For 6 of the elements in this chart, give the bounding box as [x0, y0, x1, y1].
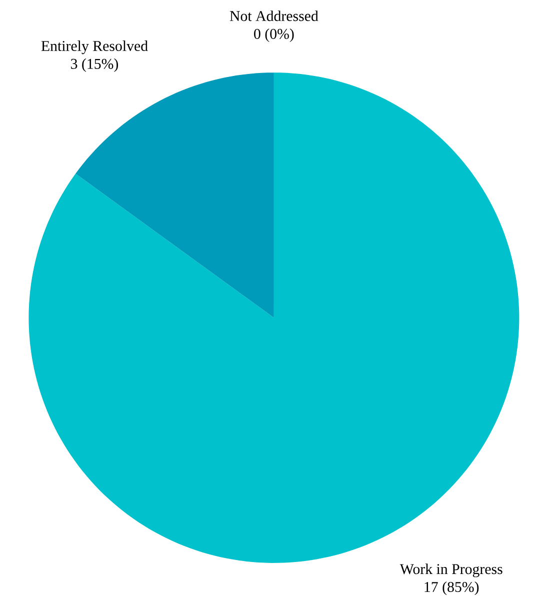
data-label: 17 (85%): [424, 582, 479, 595]
data-label: 3 (15%): [71, 58, 118, 72]
text: 0 (0%): [254, 28, 294, 42]
category-label: Not Addressed: [230, 10, 318, 22]
slice-label: Entirely Resolved: [41, 40, 148, 54]
slice-label: Work in Progress: [400, 564, 502, 578]
